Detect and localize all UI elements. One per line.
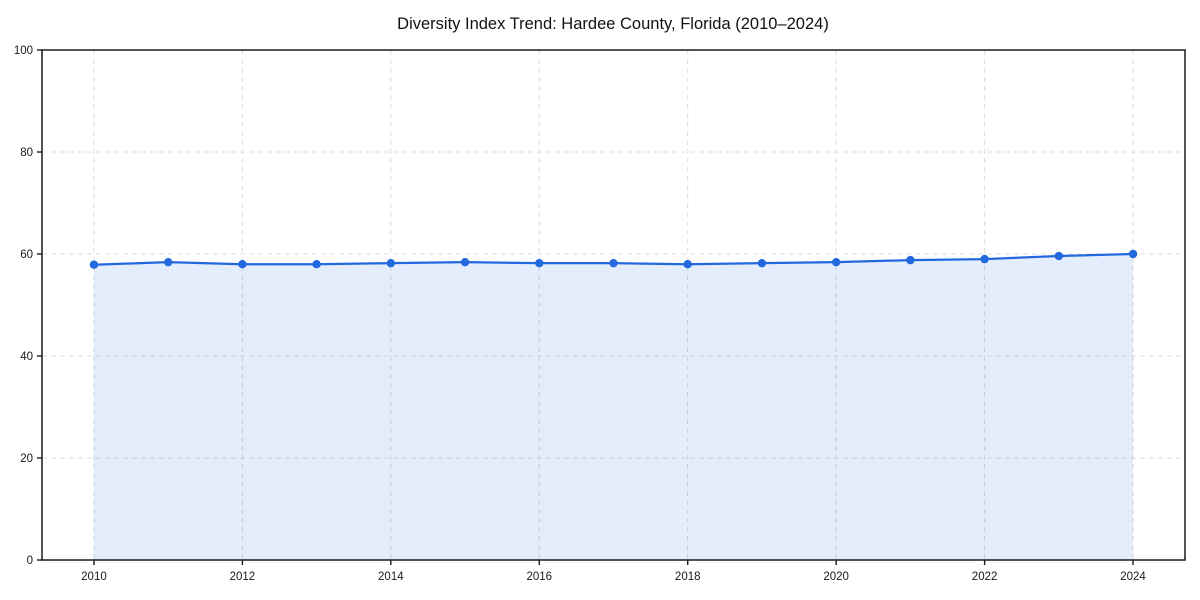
data-point-2010 [89,260,99,269]
data-point-2021 [906,255,915,265]
x-axis-tick-label: 2014 [378,571,404,583]
x-axis-tick-label: 2010 [81,571,107,583]
data-point-2022 [980,254,989,264]
x-axis-tick-label: 2018 [675,571,701,583]
data-point-2019 [757,258,767,268]
x-axis-tick-label: 2020 [823,571,849,583]
data-point-2015 [460,257,470,267]
data-point-2017 [609,258,618,268]
x-axis-tick-label: 2012 [230,571,256,583]
data-point-2024 [1128,249,1138,259]
y-axis-tick-label: 40 [20,351,33,363]
y-axis-tick-label: 20 [20,453,33,465]
plot-border [41,49,1186,561]
chart-title: Diversity Index Trend: Hardee County, Fl… [397,15,829,33]
data-point-2014 [386,258,396,268]
trend-area [93,254,1134,560]
y-axis-tick-label: 100 [14,45,33,57]
data-point-2011 [163,257,173,267]
data-point-2018 [683,260,692,269]
x-axis-tick-label: 2016 [526,571,552,583]
data-point-2016 [535,258,544,268]
y-axis-tick-label: 0 [27,555,33,567]
x-axis-tick-label: 2022 [972,571,998,583]
y-axis-tick-label: 60 [20,249,33,261]
data-point-2023 [1054,251,1064,261]
data-point-2012 [238,260,247,269]
x-axis-tick-label: 2024 [1120,571,1146,583]
data-point-2020 [831,257,841,267]
y-axis-tick-label: 80 [20,147,33,159]
data-point-2013 [312,260,321,269]
